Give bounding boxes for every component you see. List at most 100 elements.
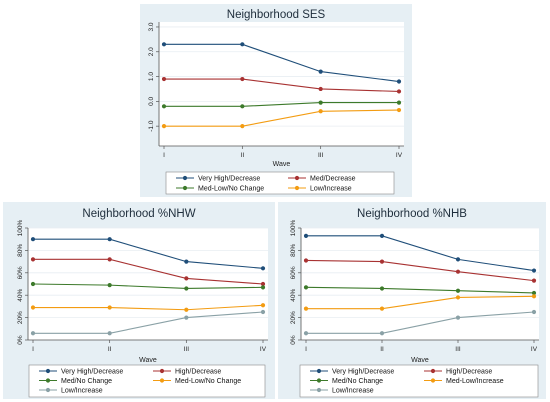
data-point xyxy=(30,331,36,336)
y-tick-label: 80% xyxy=(290,244,297,257)
series-line xyxy=(33,258,264,285)
data-point xyxy=(455,315,461,320)
y-tick-label: 0% xyxy=(17,335,24,345)
data-point xyxy=(455,295,461,300)
series-line xyxy=(305,259,535,282)
x-tick-label: III xyxy=(318,152,324,159)
legend-label: Med/Decrease xyxy=(310,175,356,182)
legend-swatch-marker xyxy=(159,368,165,374)
series-line xyxy=(306,311,535,334)
legend-swatch-marker xyxy=(45,368,51,374)
data-point xyxy=(260,285,266,290)
legend-swatch-marker xyxy=(430,378,436,383)
x-tick-label: III xyxy=(455,346,461,353)
data-point xyxy=(396,107,402,113)
y-tick-label: 80% xyxy=(17,244,24,257)
legend-label: Med-Low/No Change xyxy=(198,185,264,192)
data-point xyxy=(260,309,266,315)
data-point xyxy=(379,259,385,264)
data-point xyxy=(455,288,461,293)
y-tick-label: 0% xyxy=(290,335,297,345)
data-point xyxy=(318,100,323,105)
y-tick-label: 20% xyxy=(17,311,24,324)
data-point xyxy=(303,306,309,311)
data-point xyxy=(531,294,537,299)
legend-label: Very High/Decrease xyxy=(198,175,260,182)
data-point xyxy=(260,281,266,287)
data-point xyxy=(240,76,245,82)
x-tick-label: II xyxy=(380,346,384,353)
legend-swatch-marker xyxy=(45,378,51,383)
data-point xyxy=(161,124,167,129)
x-tick-label: I xyxy=(305,346,307,353)
data-point xyxy=(318,86,323,92)
data-point xyxy=(531,290,537,296)
chart-panel-nhb: Neighborhood %NHB 100% 80% 60% 40% 20% 0% I II II… xyxy=(278,202,546,399)
data-point xyxy=(303,258,309,263)
plot-area xyxy=(301,228,539,340)
y-tick-label: 60% xyxy=(17,266,24,279)
data-point xyxy=(240,124,245,129)
data-point xyxy=(531,309,537,315)
data-point xyxy=(260,303,266,308)
x-axis-label: Wave xyxy=(139,357,157,364)
y-tick-label: 3.0 xyxy=(148,22,155,31)
chart-title: Neighborhood %NHW xyxy=(82,208,195,220)
x-axis-label: Wave xyxy=(411,357,429,364)
data-point xyxy=(303,331,309,336)
legend-label: Very High/Decrease xyxy=(61,368,123,375)
chart-title: Neighborhood SES xyxy=(227,9,326,21)
legend-label: Med/No Change xyxy=(332,378,383,385)
data-point xyxy=(107,283,112,288)
data-point xyxy=(107,257,112,262)
legend-label: High/Decrease xyxy=(446,368,492,375)
data-point xyxy=(184,276,189,281)
data-point xyxy=(318,109,323,114)
data-point xyxy=(379,233,385,238)
data-point xyxy=(30,305,36,310)
legend-swatch-marker xyxy=(316,378,322,383)
y-tick-label: 40% xyxy=(17,288,24,301)
data-point xyxy=(531,278,537,283)
data-point xyxy=(107,237,112,242)
legend-box xyxy=(299,364,539,398)
x-tick-label: III xyxy=(184,346,190,353)
data-point xyxy=(30,237,36,242)
x-tick-label: I xyxy=(32,346,34,353)
series-line xyxy=(164,109,400,127)
data-point xyxy=(379,331,385,336)
legend-label: Low/Increase xyxy=(310,185,352,192)
series-line xyxy=(32,283,264,290)
legend-swatch-marker xyxy=(45,387,51,393)
data-point xyxy=(303,285,309,290)
series-line xyxy=(164,102,399,107)
x-tick-label: II xyxy=(108,346,112,353)
legend-swatch-marker xyxy=(159,378,165,383)
legend-swatch-marker xyxy=(316,368,322,374)
series-line xyxy=(164,43,400,83)
y-tick-label: -1.0 xyxy=(148,120,155,132)
chart-title: Neighborhood %NHB xyxy=(357,208,467,220)
x-tick-label: IV xyxy=(531,346,538,353)
data-point xyxy=(318,69,323,74)
series-line xyxy=(306,295,535,310)
x-tick-label: IV xyxy=(260,346,267,353)
data-point xyxy=(161,104,167,109)
data-point xyxy=(30,257,36,262)
data-point xyxy=(379,306,385,311)
y-tick-label: 2.0 xyxy=(148,47,155,56)
legend-swatch-marker xyxy=(294,185,300,191)
y-tick-label: 40% xyxy=(290,288,297,301)
legend-swatch-marker xyxy=(294,175,300,181)
series-line xyxy=(305,286,535,294)
data-point xyxy=(531,268,537,273)
data-point xyxy=(260,266,266,271)
data-point xyxy=(184,259,189,264)
data-point xyxy=(240,104,245,109)
data-point xyxy=(240,42,245,47)
y-tick-label: 100% xyxy=(17,219,24,236)
legend-box xyxy=(28,364,266,398)
legend-swatch-marker xyxy=(182,185,188,191)
